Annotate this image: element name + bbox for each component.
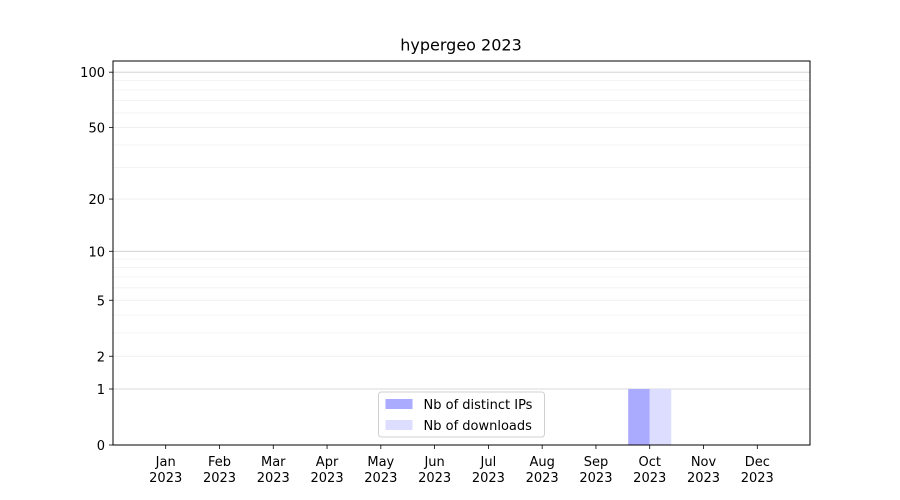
x-tick-label: Feb 2023 [203, 455, 236, 486]
legend-label: Nb of downloads [424, 419, 533, 434]
x-tick-label-line: 2023 [687, 471, 720, 486]
x-tick-label-line: 2023 [472, 471, 505, 486]
x-tick-label-line: Mar [261, 455, 286, 470]
x-tick-label-line: 2023 [149, 471, 182, 486]
y-tick-label: 50 [88, 121, 105, 136]
x-tick-label: Jun 2023 [418, 455, 451, 486]
chart-title: hypergeo 2023 [400, 36, 522, 55]
x-tick-label: Mar 2023 [257, 455, 290, 486]
x-tick-label-line: Sep [584, 455, 609, 470]
y-tick-label: 2 [97, 350, 105, 365]
x-tick-label: May 2023 [364, 455, 397, 486]
y-tick-label: 5 [97, 294, 105, 309]
x-tick-label-line: Apr [316, 455, 339, 470]
x-tick-label: Oct 2023 [633, 455, 666, 486]
x-tick-label-line: Oct [638, 455, 660, 470]
x-tick-label-line: 2023 [203, 471, 236, 486]
x-tick-label: Aug 2023 [526, 455, 559, 486]
plot-frame [112, 60, 811, 446]
x-tick-label: Jul 2023 [472, 455, 505, 486]
x-tick-label: Dec 2023 [741, 455, 774, 486]
legend-box [378, 391, 545, 438]
legend-label: Nb of distinct IPs [424, 398, 533, 413]
y-tick-label: 1 [97, 383, 105, 398]
x-tick-label-line: 2023 [633, 471, 666, 486]
x-tick-label-line: Jun [423, 455, 444, 470]
x-tick-label-line: 2023 [579, 471, 612, 486]
bar [628, 389, 650, 445]
x-tick-label-line: Aug [529, 455, 554, 470]
x-tick-label-line: 2023 [418, 471, 451, 486]
x-tick-label-line: Dec [745, 455, 770, 470]
x-tick-label-line: Jul [480, 455, 497, 470]
x-tick-label-line: 2023 [741, 471, 774, 486]
x-tick-label-line: 2023 [364, 471, 397, 486]
x-tick-label-line: 2023 [526, 471, 559, 486]
x-tick-label-line: 2023 [257, 471, 290, 486]
bar [649, 389, 672, 445]
x-tick-label-line: Nov [691, 455, 717, 470]
x-tick-label-line: May [367, 455, 394, 470]
y-tick-label: 10 [88, 245, 105, 260]
x-tick-label: Jan 2023 [149, 455, 182, 486]
legend-swatch [385, 399, 413, 409]
x-tick-label: Apr 2023 [311, 455, 344, 486]
x-tick-label-line: Jan [155, 455, 176, 470]
legend-swatch [385, 420, 413, 430]
x-tick-label: Sep 2023 [579, 455, 612, 486]
x-tick-label: Nov 2023 [687, 455, 720, 486]
y-tick-label: 0 [97, 439, 105, 454]
x-tick-label-line: 2023 [311, 471, 344, 486]
y-tick-label: 20 [88, 193, 105, 208]
x-tick-label-line: Feb [208, 455, 231, 470]
y-tick-label: 100 [80, 66, 105, 81]
